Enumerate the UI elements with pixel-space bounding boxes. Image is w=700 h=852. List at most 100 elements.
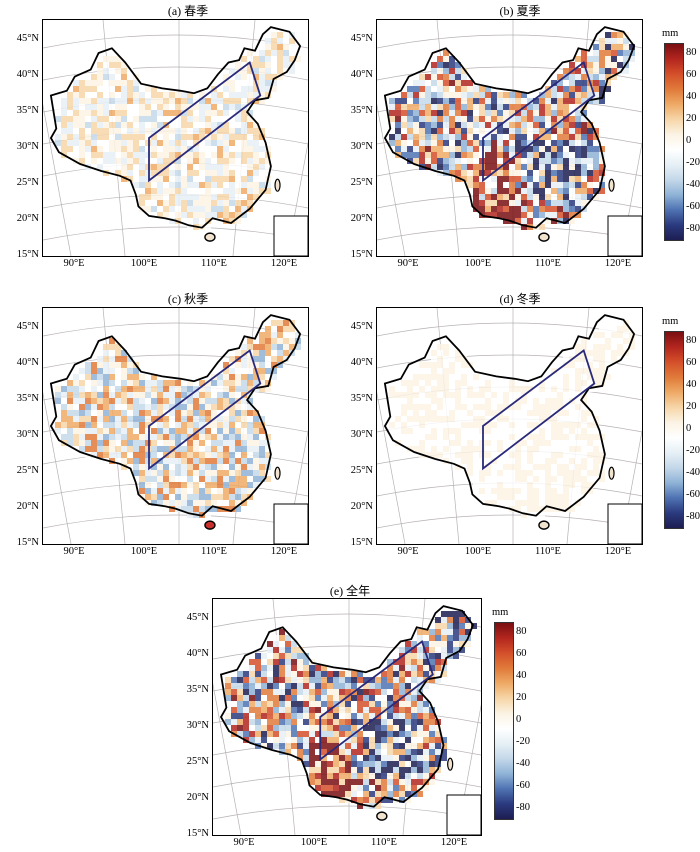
- anomaly-cell: [393, 665, 399, 671]
- anomaly-cell: [181, 392, 187, 398]
- anomaly-cell: [145, 152, 151, 158]
- anomaly-cell: [285, 659, 291, 665]
- anomaly-cell: [315, 677, 321, 683]
- anomaly-cell: [229, 476, 235, 482]
- anomaly-cell: [465, 623, 471, 629]
- anomaly-cell: [139, 164, 145, 170]
- anomaly-cell: [435, 641, 441, 647]
- anomaly-cell: [253, 152, 259, 158]
- anomaly-cell: [413, 434, 419, 440]
- anomaly-cell: [253, 458, 259, 464]
- anomaly-cell: [611, 344, 617, 350]
- anomaly-cell: [575, 470, 581, 476]
- anomaly-cell: [243, 701, 249, 707]
- anomaly-cell: [563, 380, 569, 386]
- anomaly-cell: [211, 410, 217, 416]
- anomaly-cell: [545, 164, 551, 170]
- anomaly-cell: [199, 482, 205, 488]
- anomaly-cell: [461, 176, 467, 182]
- anomaly-cell: [497, 470, 503, 476]
- anomaly-cell: [279, 635, 285, 641]
- anomaly-cell: [587, 56, 593, 62]
- anomaly-cell: [357, 767, 363, 773]
- anomaly-cell: [429, 659, 435, 665]
- anomaly-cell: [473, 470, 479, 476]
- anomaly-cell: [157, 92, 163, 98]
- anomaly-cell: [479, 86, 485, 92]
- anomaly-cell: [393, 659, 399, 665]
- anomaly-cell: [205, 212, 211, 218]
- anomaly-cell: [527, 110, 533, 116]
- anomaly-cell: [73, 434, 79, 440]
- anomaly-cell: [563, 110, 569, 116]
- anomaly-cell: [277, 362, 283, 368]
- anomaly-cell: [121, 416, 127, 422]
- anomaly-cell: [425, 398, 431, 404]
- anomaly-cell: [225, 719, 231, 725]
- anomaly-cell: [551, 434, 557, 440]
- anomaly-cell: [97, 140, 103, 146]
- anomaly-cell: [399, 737, 405, 743]
- anomaly-cell: [393, 785, 399, 791]
- anomaly-cell: [375, 785, 381, 791]
- anomaly-cell: [437, 80, 443, 86]
- anomaly-cell: [199, 404, 205, 410]
- anomaly-cell: [327, 701, 333, 707]
- anomaly-cell: [399, 749, 405, 755]
- anomaly-cell: [413, 374, 419, 380]
- anomaly-cell: [557, 416, 563, 422]
- anomaly-cell: [479, 176, 485, 182]
- anomaly-cell: [127, 140, 133, 146]
- anomaly-cell: [253, 92, 259, 98]
- anomaly-cell: [357, 731, 363, 737]
- anomaly-cell: [291, 683, 297, 689]
- anomaly-cell: [151, 212, 157, 218]
- anomaly-cell: [61, 98, 67, 104]
- anomaly-cell: [97, 434, 103, 440]
- anomaly-cell: [435, 671, 441, 677]
- anomaly-cell: [509, 140, 515, 146]
- anomaly-cell: [515, 494, 521, 500]
- anomaly-cell: [223, 398, 229, 404]
- anomaly-cell: [271, 326, 277, 332]
- anomaly-cell: [169, 110, 175, 116]
- anomaly-cell: [479, 458, 485, 464]
- anomaly-cell: [605, 86, 611, 92]
- anomaly-cell: [169, 212, 175, 218]
- anomaly-cell: [259, 362, 265, 368]
- anomaly-cell: [175, 92, 181, 98]
- anomaly-cell: [411, 659, 417, 665]
- anomaly-cell: [169, 104, 175, 110]
- anomaly-cell: [407, 374, 413, 380]
- anomaly-cell: [575, 164, 581, 170]
- anomaly-cell: [401, 122, 407, 128]
- anomaly-cell: [67, 104, 73, 110]
- anomaly-cell: [539, 386, 545, 392]
- anomaly-cell: [455, 446, 461, 452]
- anomaly-cell: [67, 128, 73, 134]
- anomaly-cell: [235, 188, 241, 194]
- anomaly-cell: [255, 737, 261, 743]
- anomaly-cell: [351, 677, 357, 683]
- anomaly-cell: [103, 440, 109, 446]
- anomaly-cell: [127, 134, 133, 140]
- anomaly-cell: [97, 62, 103, 68]
- anomaly-cell: [97, 398, 103, 404]
- anomaly-cell: [431, 146, 437, 152]
- anomaly-cell: [259, 158, 265, 164]
- anomaly-cell: [515, 440, 521, 446]
- anomaly-cell: [473, 164, 479, 170]
- anomaly-cell: [437, 404, 443, 410]
- anomaly-cell: [169, 134, 175, 140]
- anomaly-cell: [557, 200, 563, 206]
- anomaly-cell: [473, 410, 479, 416]
- anomaly-cell: [417, 761, 423, 767]
- anomaly-cell: [241, 134, 247, 140]
- anomaly-cell: [435, 635, 441, 641]
- anomaly-cell: [437, 92, 443, 98]
- anomaly-cell: [357, 737, 363, 743]
- anomaly-cell: [145, 386, 151, 392]
- anomaly-cell: [369, 755, 375, 761]
- anomaly-cell: [151, 98, 157, 104]
- anomaly-cell: [357, 773, 363, 779]
